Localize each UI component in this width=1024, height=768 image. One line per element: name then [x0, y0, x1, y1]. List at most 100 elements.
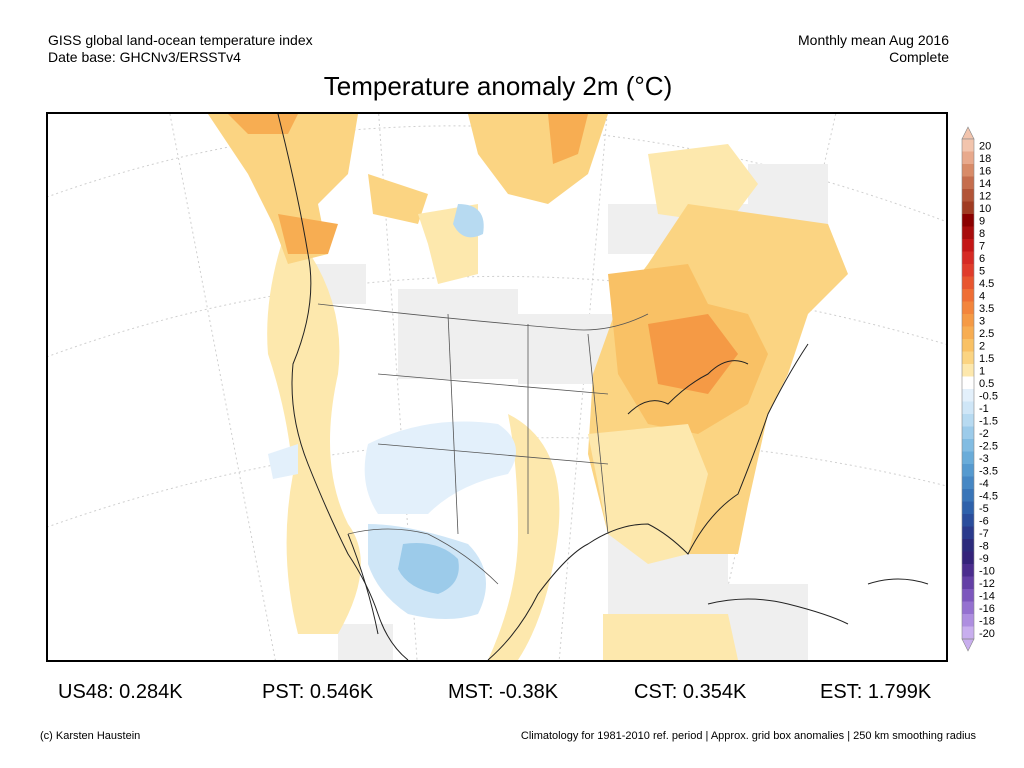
colorbar-swatch [962, 451, 974, 465]
colorbar-swatch [962, 464, 974, 477]
stat-us48: US48: 0.284K [58, 681, 183, 703]
colorbar-swatch [962, 439, 974, 452]
colorbar-min-arrow [961, 638, 975, 652]
colorbar-tick-label: 4.5 [979, 278, 994, 290]
stat-region: EST [820, 681, 857, 703]
colorbar-swatch [962, 526, 974, 540]
colorbar-tick-label: 1 [979, 365, 985, 377]
colorbar-tick-label: -3 [979, 453, 989, 465]
colorbar-tick-label: -1 [979, 403, 989, 415]
colorbar-tick-label: 9 [979, 215, 985, 227]
colorbar-tick-label: 2.5 [979, 328, 994, 340]
colorbar: 201816141210987654.543.532.521.510.5-0.5… [961, 126, 998, 652]
colorbar-swatch [962, 364, 974, 377]
colorbar-swatch [962, 189, 974, 202]
colorbar-tick-label: -4 [979, 478, 989, 490]
colorbar-tick-label: 14 [979, 178, 991, 190]
stat-region: MST [448, 681, 488, 703]
colorbar-tick-label: -8 [979, 540, 989, 552]
colorbar-swatch [962, 551, 974, 565]
colorbar-swatch [962, 151, 974, 165]
colorbar-tick-label: -3.5 [979, 465, 998, 477]
stat-value: -0.38K [499, 681, 559, 703]
colorbar-tick-label: 7 [979, 240, 985, 252]
colorbar-tick-label: -9 [979, 553, 989, 565]
stat-value: 0.284K [119, 681, 183, 703]
colorbar-tick-label: 12 [979, 190, 991, 202]
colorbar-tick-label: -5 [979, 503, 989, 515]
stat-region: US48 [58, 681, 109, 703]
colorbar-swatch [962, 426, 974, 440]
colorbar-tick-label: 18 [979, 153, 991, 165]
map-title: Temperature anomaly 2m (°C) [323, 71, 673, 101]
colorbar-swatch [962, 251, 974, 265]
colorbar-tick-label: -2 [979, 428, 989, 440]
colorbar-tick-label: -4.5 [979, 490, 998, 502]
colorbar-tick-label: 5 [979, 265, 985, 277]
colorbar-tick-label: -2.5 [979, 440, 998, 452]
stat-value: 0.546K [309, 681, 374, 703]
colorbar-labels: 201816141210987654.543.532.521.510.5-0.5… [979, 140, 998, 640]
period-label: Monthly mean Aug 2016 [798, 32, 949, 48]
stat-value: 1.799K [867, 681, 932, 703]
stat-pst: PST: 0.546K [262, 681, 374, 703]
political-borders [317, 303, 649, 585]
dataset-title: GISS global land-ocean temperature index [48, 32, 313, 48]
colorbar-tick-label: -6 [979, 515, 989, 527]
colorbar-swatch [962, 389, 974, 402]
anomaly-map [46, 112, 948, 662]
colorbar-swatch [962, 164, 974, 177]
colorbar-swatch [962, 589, 974, 602]
colorbar-swatch [962, 614, 974, 627]
credit: (c) Karsten Haustein [40, 730, 141, 742]
colorbar-tick-label: 10 [979, 203, 991, 215]
colorbar-tick-label: 0.5 [979, 378, 994, 390]
colorbar-swatch [962, 301, 974, 315]
colorbar-swatch [962, 489, 974, 502]
colorbar-swatch [962, 226, 974, 240]
stat-value: 0.354K [682, 681, 747, 703]
colorbar-swatch [962, 214, 974, 227]
colorbar-tick-label: 16 [979, 165, 991, 177]
colorbar-swatch [962, 564, 974, 577]
colorbar-swatch [962, 314, 974, 327]
colorbar-tick-label: -7 [979, 528, 989, 540]
colorbar-tick-label: -20 [979, 628, 995, 640]
colorbar-swatch [962, 176, 974, 190]
colorbar-swatch [962, 201, 974, 215]
colorbar-tick-label: 20 [979, 140, 991, 152]
colorbar-swatch [962, 326, 974, 340]
stat-region: PST [262, 681, 299, 703]
date-base: Date base: GHCNv3/ERSSTv4 [48, 49, 241, 65]
colorbar-swatch [962, 339, 974, 352]
colorbar-tick-label: 6 [979, 253, 985, 265]
colorbar-tick-label: -1.5 [979, 415, 998, 427]
colorbar-tick-label: -16 [979, 603, 995, 615]
colorbar-tick-label: 4 [979, 290, 985, 302]
colorbar-swatch [962, 401, 974, 415]
colorbar-swatch [962, 239, 974, 252]
colorbar-swatch [962, 501, 974, 515]
stat-region: CST [634, 681, 672, 703]
colorbar-tick-label: 8 [979, 228, 985, 240]
stat-mst: MST: -0.38K [448, 681, 559, 703]
completeness-label: Complete [889, 49, 949, 65]
colorbar-tick-label: 3 [979, 315, 985, 327]
colorbar-tick-label: 2 [979, 340, 985, 352]
colorbar-tick-label: 1.5 [979, 353, 994, 365]
colorbar-tick-label: -0.5 [979, 390, 998, 402]
colorbar-swatch [962, 539, 974, 552]
graticule [48, 114, 946, 660]
colorbar-swatch [962, 289, 974, 302]
colorbar-tick-label: -14 [979, 590, 995, 602]
footnote: Climatology for 1981-2010 ref. period | … [520, 730, 976, 742]
colorbar-swatch [962, 351, 974, 365]
colorbar-swatch [962, 514, 974, 527]
colorbar-swatches [961, 126, 975, 652]
cool-anomalies [268, 204, 516, 619]
colorbar-swatch [962, 264, 974, 277]
colorbar-swatch [962, 276, 974, 290]
colorbar-max-arrow [961, 126, 975, 140]
coastlines [277, 114, 929, 660]
colorbar-swatch [962, 576, 974, 590]
